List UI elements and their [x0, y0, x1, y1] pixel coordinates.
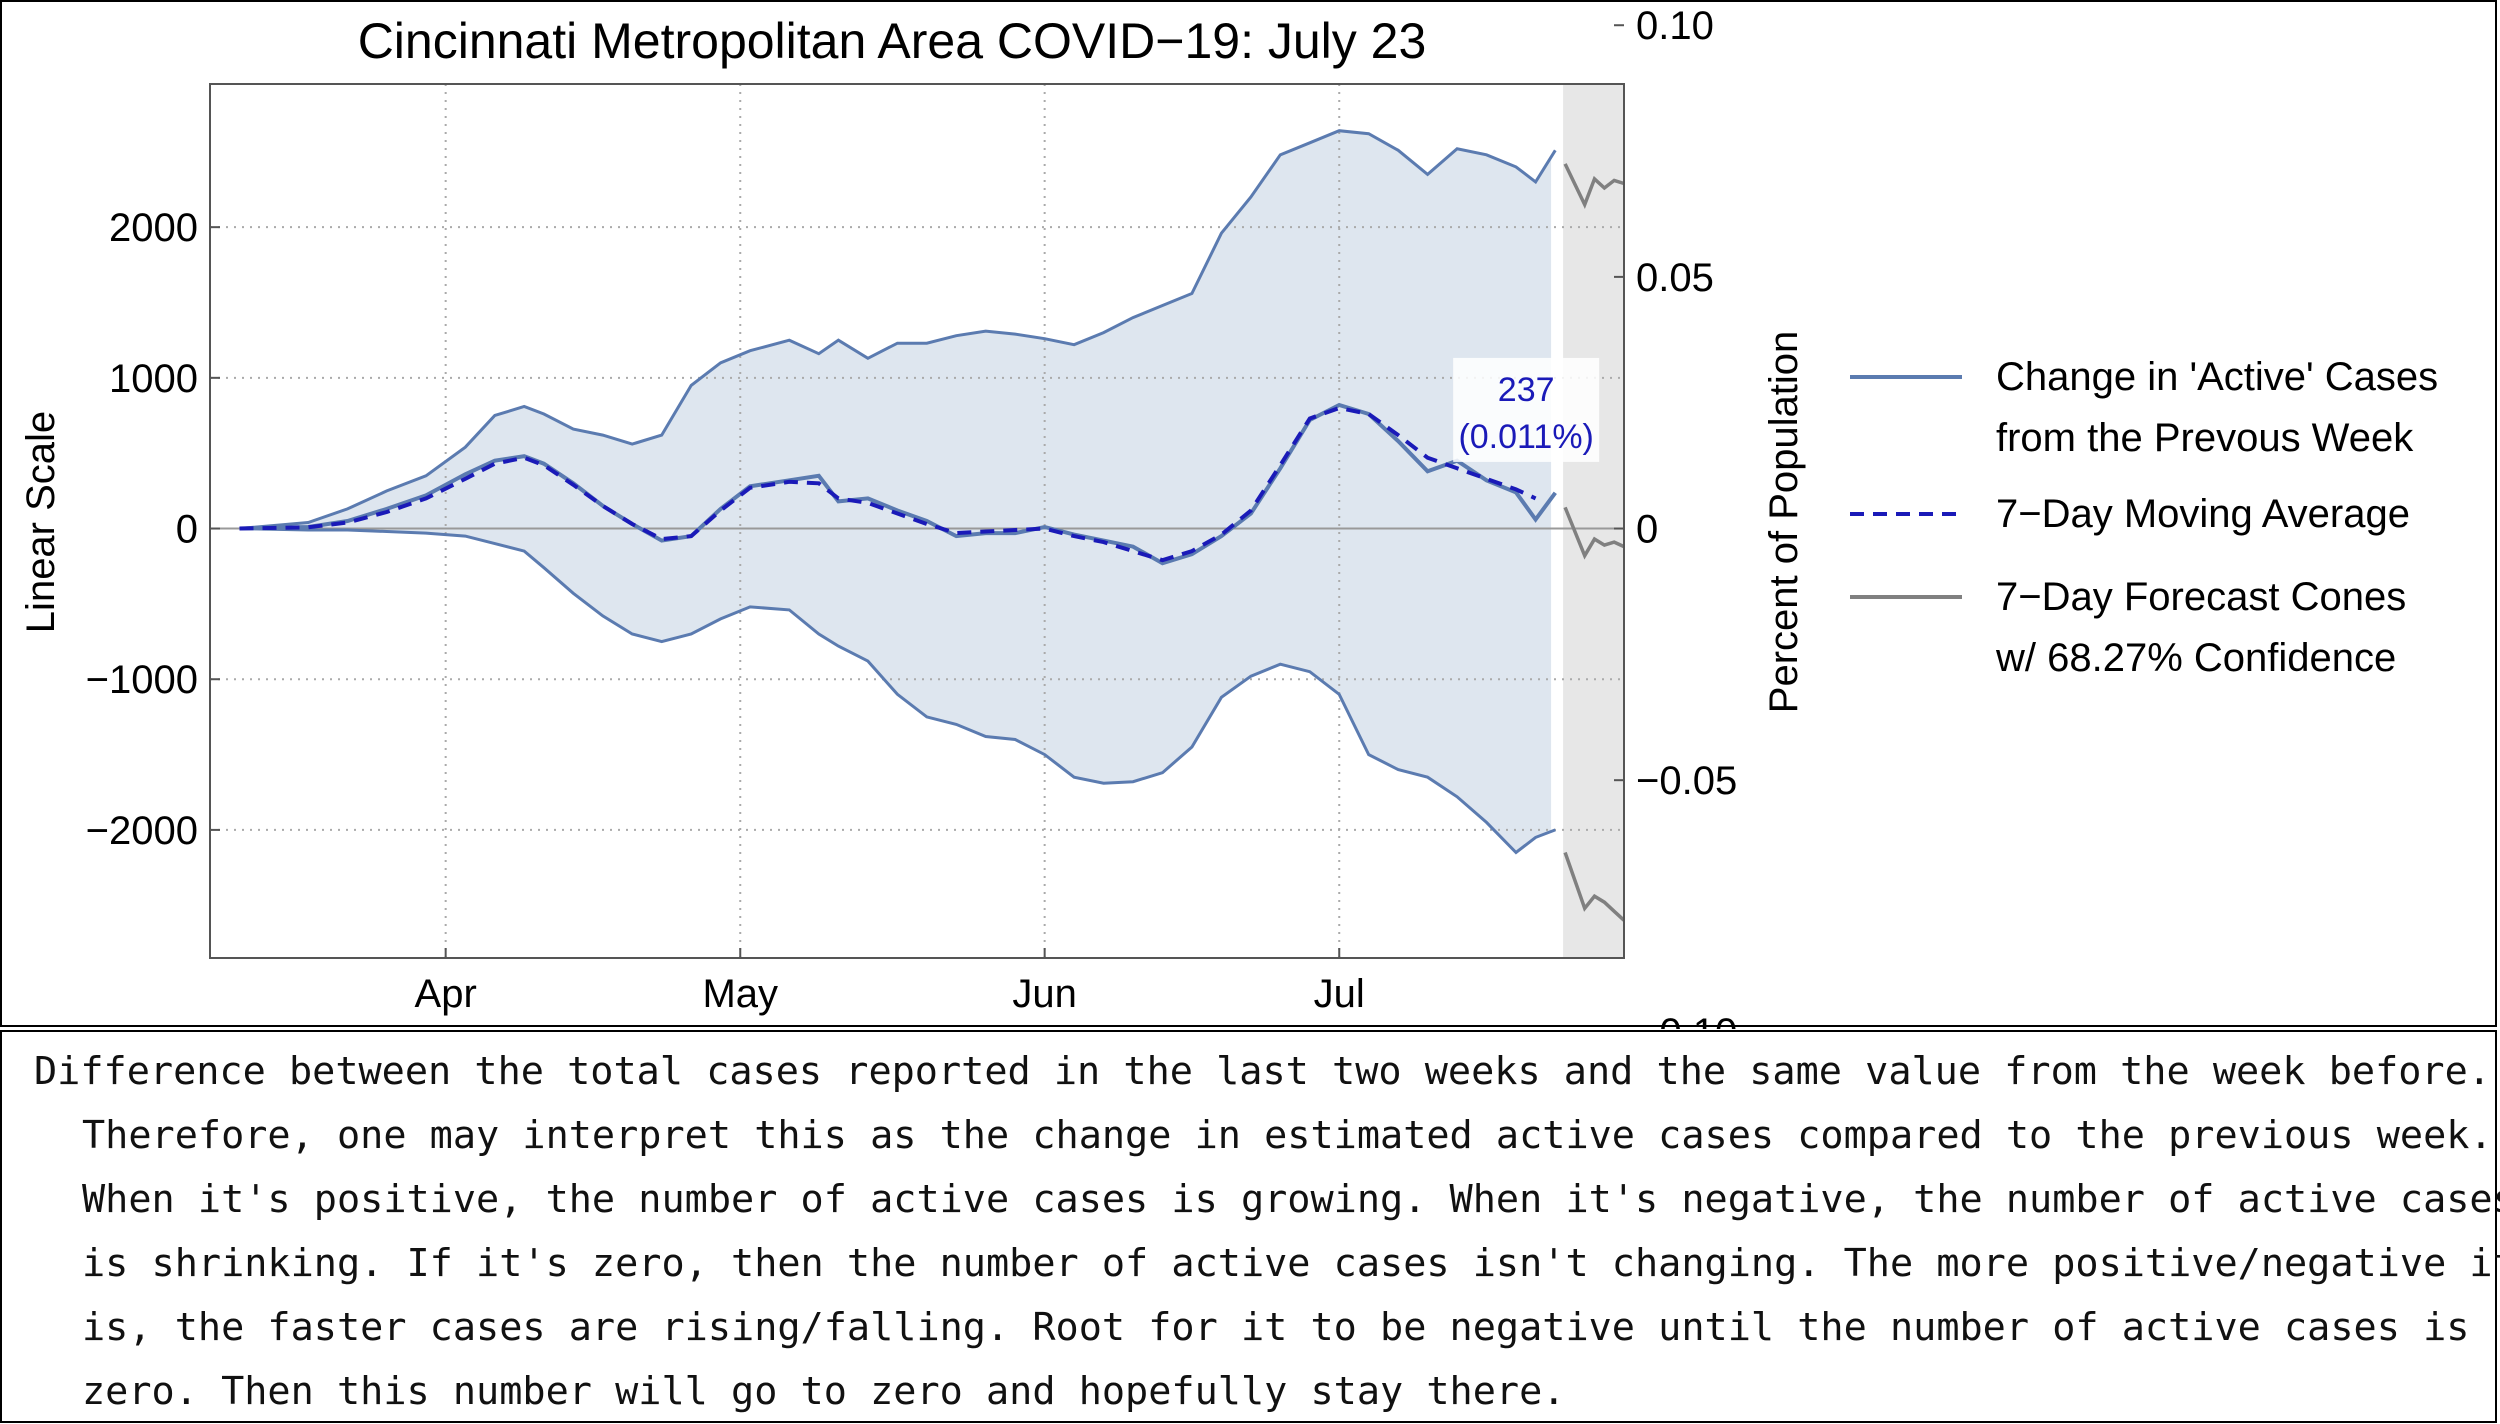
y-tick-label: 2000	[109, 206, 198, 250]
plot-frame	[209, 83, 1625, 959]
legend-label-line2: w/ 68.27% Confidence	[1995, 636, 2396, 680]
forecast-divider	[1551, 84, 1564, 958]
confidence-lower-line	[239, 527, 1556, 855]
y-right-tick-label: 0.10	[1636, 4, 1714, 48]
description-box: Difference between the total cases repor…	[0, 1030, 2500, 1423]
annotation-layer: 237 (0.011%)	[1453, 357, 1600, 462]
y-right-tick-label: −0.05	[1636, 759, 1737, 803]
forecast-center-line	[1563, 506, 1625, 560]
forecast-lower-line	[1563, 851, 1626, 922]
annotation-value: 237	[1498, 371, 1555, 409]
y-tick-label: 1000	[109, 357, 198, 401]
y-tick-label: −2000	[86, 809, 198, 853]
x-tick-label: May	[702, 972, 778, 1016]
grid-layer	[210, 84, 1624, 958]
y-axis-label-left: Linear Scale	[19, 411, 63, 633]
forecast-background-layer	[1551, 84, 1624, 958]
confidence-band-layer	[239, 130, 1556, 853]
description-text: Difference between the total cases repor…	[34, 1049, 2500, 1414]
series-layer	[239, 129, 1626, 922]
chart-svg: −2000 −1000 0 1000 2000 −0.10 −0.05 0 0.05 0.10 Ap…	[19, 4, 2438, 1029]
annotation-box	[1453, 357, 1600, 462]
legend-label: Change in 'Active' Cases	[1996, 355, 2438, 399]
y-axis-label-right: Percent of Population	[1762, 331, 1806, 713]
x-tick-label: Jun	[1012, 972, 1077, 1016]
confidence-upper-line	[239, 129, 1557, 530]
x-tick-label: Jul	[1314, 972, 1365, 1016]
chart-title: Cincinnati Metropolitan Area COVID−19: J…	[358, 13, 1427, 69]
chart-frame: −2000 −1000 0 1000 2000 −0.10 −0.05 0 0.05 0.10 Ap…	[0, 0, 2497, 1029]
x-tick-label: Apr	[415, 972, 477, 1016]
y-tick-label: −1000	[86, 658, 198, 702]
y-right-tick-label: −0.10	[1636, 1011, 1737, 1029]
y-right-tick-label: 0.05	[1636, 256, 1714, 300]
y-tick-label: 0	[176, 508, 198, 552]
legend-label-line2: from the Prevous Week	[1996, 416, 2414, 460]
forecast-upper-line	[1563, 163, 1625, 210]
confidence-band	[239, 130, 1556, 853]
legend-label: 7−Day Forecast Cones	[1996, 575, 2406, 619]
legend: Change in 'Active' Cases from the Prevous…	[1850, 355, 2438, 680]
y-right-tick-label: 0	[1636, 508, 1658, 552]
annotation-percent: (0.011%)	[1458, 418, 1593, 456]
axes-layer: −2000 −1000 0 1000 2000 −0.10 −0.05 0 0.05 0.10 Ap…	[86, 4, 1738, 1029]
legend-label: 7−Day Moving Average	[1996, 492, 2410, 536]
